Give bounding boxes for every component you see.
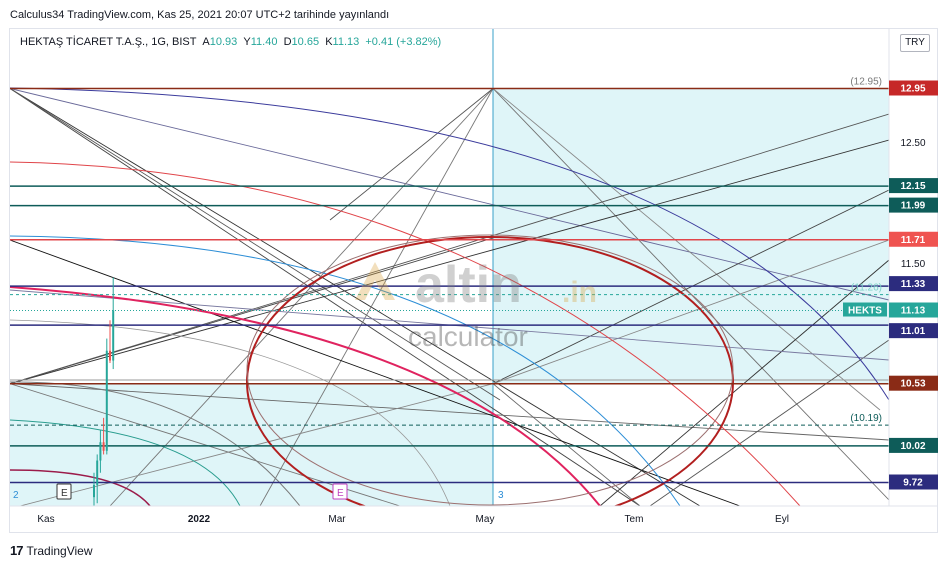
x-tick-label: 2022 <box>188 514 211 525</box>
symbol-legend: HEKTAŞ TİCARET T.A.Ş., 1G, BIST A10.93 Y… <box>20 36 441 48</box>
header: Calculus34 TradingView.com, Kas 25, 2021… <box>0 0 949 28</box>
watermark-sub: calculator <box>408 321 528 352</box>
candle-body <box>112 310 115 361</box>
fan-line <box>10 139 889 385</box>
price-badge <box>889 474 938 490</box>
fan-line <box>10 383 889 441</box>
faint-level-label: (12.95) <box>850 77 882 88</box>
price-badge <box>889 197 938 213</box>
candle-body <box>109 350 111 361</box>
footer: 17 TradingView <box>10 543 93 558</box>
price-badge <box>889 80 938 96</box>
faint-level-label: (11.26) <box>851 283 882 294</box>
faint-level-label: (10.19) <box>850 413 882 424</box>
footer-brand: TradingView <box>26 543 93 558</box>
watermark-suffix: .in <box>562 276 597 309</box>
symbol-name: HEKTAŞ TİCARET T.A.Ş., 1G, BIST <box>20 36 197 48</box>
open-value: 10.93 <box>209 36 238 48</box>
candle-body <box>99 442 102 461</box>
publish-note: Calculus34 TradingView.com, Kas 25, 2021… <box>10 9 390 21</box>
earnings-marker <box>56 483 72 500</box>
price-badge <box>889 437 938 453</box>
price-badge <box>889 231 938 247</box>
price-badge <box>889 276 938 292</box>
x-tick-label: Tem <box>625 514 644 525</box>
fan-line <box>492 239 889 385</box>
price-badge <box>889 302 938 318</box>
earnings-marker-label: E <box>337 488 344 499</box>
fan-line <box>109 88 494 506</box>
price-badge-label: 12.15 <box>900 181 925 192</box>
fan-line <box>492 383 641 506</box>
close-value: 11.13 <box>332 36 360 48</box>
price-badge-label: 10.02 <box>900 441 925 452</box>
fan-line <box>10 88 889 301</box>
y-tick-label: 12.50 <box>900 138 925 149</box>
arc-red <box>10 161 801 506</box>
change-value: +0.41 (+3.82%) <box>365 36 442 48</box>
price-badge-label: 11.01 <box>901 326 926 337</box>
arc-maroon <box>10 469 151 506</box>
circle-outer <box>246 234 734 506</box>
fan-line <box>10 239 741 506</box>
close-label: K <box>325 36 333 48</box>
x-tick-label: Mar <box>328 514 346 525</box>
x-tick-label: Eyl <box>775 514 789 525</box>
price-badge-label: 11.71 <box>901 235 926 246</box>
watermark: altin .in calculator <box>355 256 597 352</box>
fan-line <box>492 88 881 411</box>
fan-line <box>649 339 889 506</box>
pane-number: 2 <box>13 490 19 501</box>
watermark-brand: altin <box>415 256 522 314</box>
price-badge-label: 9.72 <box>903 478 923 489</box>
low-value: 10.65 <box>291 36 320 48</box>
arc-navy <box>10 87 889 401</box>
tradingview-logo-icon: 17 <box>10 543 24 558</box>
arc-blue <box>10 235 681 506</box>
candle-body <box>105 350 108 451</box>
x-tick-label: May <box>476 514 495 525</box>
price-badge-label: 12.95 <box>900 84 925 95</box>
currency-button[interactable]: TRY <box>900 34 930 52</box>
plot-area: altin .in calculator <box>10 29 889 506</box>
low-label: D <box>283 36 292 48</box>
candle-body <box>96 460 99 485</box>
price-badge <box>889 323 938 339</box>
candle-body <box>102 442 105 451</box>
price-badge-label: 11.33 <box>901 279 926 290</box>
high-label: Y <box>243 36 251 48</box>
price-badge <box>889 178 938 194</box>
fan-line <box>10 88 501 401</box>
fan-line <box>10 88 701 506</box>
fan-line <box>329 88 494 221</box>
candle-body <box>93 484 95 498</box>
x-tick-label: Kas <box>37 514 54 525</box>
fib-box-upper <box>493 88 889 384</box>
fan-line <box>10 113 889 385</box>
earnings-marker-label: E <box>61 488 68 499</box>
symbol-badge <box>843 302 887 317</box>
fan-line <box>10 88 641 506</box>
y-tick-label: 11.50 <box>901 259 926 270</box>
price-badge-label: 11.99 <box>901 201 926 212</box>
pane-number: 3 <box>498 490 504 501</box>
high-value: 11.40 <box>250 36 278 48</box>
price-badge-label: 11.13 <box>901 306 926 317</box>
price-badge <box>889 375 938 391</box>
watermark-logo-icon <box>355 262 395 300</box>
circle-dark-red <box>246 236 734 506</box>
price-badge-label: 10.53 <box>900 379 925 390</box>
earnings-marker <box>332 483 348 500</box>
arc-magenta <box>10 286 601 506</box>
arc-light <box>10 319 451 506</box>
open-label: A <box>202 36 210 48</box>
fan-line <box>19 383 494 506</box>
symbol-badge-label: HEKTS <box>848 306 882 317</box>
fan-line <box>259 88 494 506</box>
